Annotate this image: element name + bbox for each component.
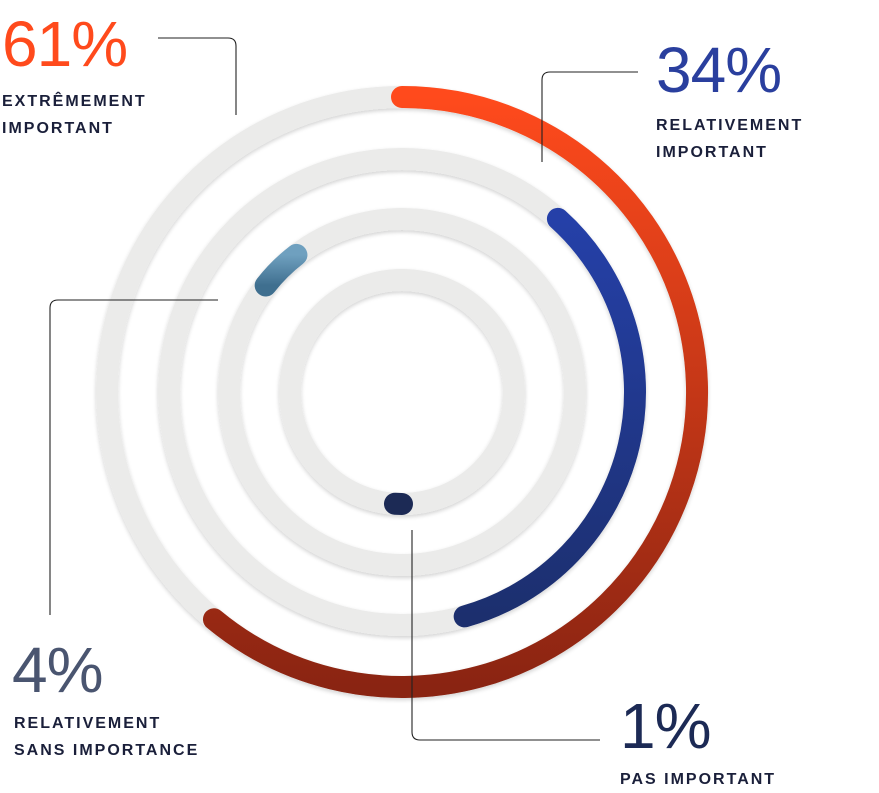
- value-label-34: 34%: [656, 38, 781, 102]
- category-label-line: SANS IMPORTANCE: [14, 737, 199, 764]
- ring-track: [290, 280, 514, 504]
- leader-line: [158, 38, 236, 115]
- ring-arc-4: [266, 255, 297, 286]
- value-label-61: 61%: [2, 12, 127, 76]
- category-label-line: RELATIVEMENT: [14, 710, 199, 737]
- leader-line: [50, 300, 218, 615]
- category-label-line: RELATIVEMENT: [656, 112, 803, 139]
- category-label-line: IMPORTANT: [2, 115, 147, 142]
- category-label-relativement-sans-importance: RELATIVEMENT SANS IMPORTANCE: [14, 710, 199, 764]
- value-label-4: 4%: [12, 638, 103, 702]
- category-label-line: EXTRÊMEMENT: [2, 88, 147, 115]
- value-label-1: 1%: [620, 694, 711, 758]
- category-label-line: PAS IMPORTANT: [620, 766, 776, 793]
- category-label-pas-important: PAS IMPORTANT: [620, 766, 776, 793]
- category-label-line: IMPORTANT: [656, 139, 803, 166]
- category-label-extremement-important: EXTRÊMEMENT IMPORTANT: [2, 88, 147, 142]
- category-label-relativement-important: RELATIVEMENT IMPORTANT: [656, 112, 803, 166]
- ring-arc-34: [465, 219, 635, 617]
